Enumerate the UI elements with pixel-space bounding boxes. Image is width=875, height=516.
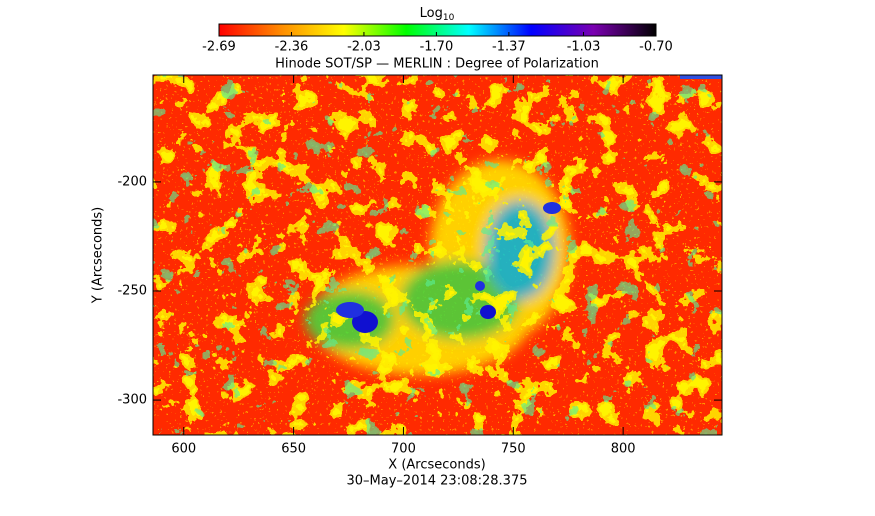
x-tick-label: 650	[281, 442, 306, 457]
x-tick-label: 800	[611, 442, 636, 457]
colorbar-tick-label: -1.70	[420, 40, 454, 55]
colorbar-tick-label: -1.37	[492, 40, 526, 55]
y-tick-label: -200	[117, 174, 147, 189]
colorbar	[218, 23, 657, 37]
colorbar-label: Log10	[420, 6, 455, 23]
colorbar-tick-label: -0.70	[639, 40, 673, 55]
colorbar-tick-label: -1.03	[567, 40, 601, 55]
x-tick-label: 750	[501, 442, 526, 457]
y-tick-label: -250	[117, 284, 147, 299]
y-tick-label: -300	[117, 393, 147, 408]
colorbar-tick-label: -2.03	[347, 40, 381, 55]
x-axis-label: X (Arcseconds)	[388, 458, 485, 473]
colorbar-tick-label: -2.69	[202, 40, 236, 55]
x-tick-label: 600	[171, 442, 196, 457]
y-axis-label: Y (Arcseconds)	[91, 207, 106, 304]
footer: 30–May–2014 23:08:28.375	[347, 474, 528, 489]
plot-frame	[152, 74, 723, 436]
colorbar-tick-label: -2.36	[275, 40, 309, 55]
heatmap-image	[153, 75, 722, 435]
chart-title: Hinode SOT/SP — MERLIN : Degree of Polar…	[275, 57, 599, 72]
x-tick-label: 700	[391, 442, 416, 457]
